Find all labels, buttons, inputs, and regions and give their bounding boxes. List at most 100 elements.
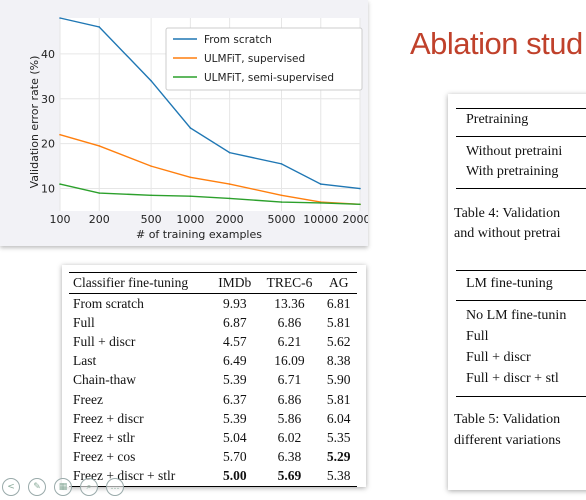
pretraining-row: With pretraining — [466, 164, 559, 179]
x-tick-label: 20000 — [343, 213, 369, 226]
x-axis-label: # of training examples — [136, 228, 262, 241]
table-row: Full + discr 4.57 6.21 5.62 — [69, 332, 357, 351]
y-tick-label: 40 — [41, 48, 55, 61]
y-tick-label: 20 — [41, 138, 55, 151]
cell-ag: 5.35 — [326, 429, 351, 445]
series-point — [189, 195, 192, 197]
cell-method: Full + discr — [73, 333, 136, 349]
x-tick-label: 1000 — [176, 213, 204, 226]
column-header-imdb: IMDb — [211, 272, 259, 294]
cell-method: Freez — [73, 391, 103, 407]
series-point — [280, 194, 283, 197]
pretraining-header: Pretraining — [466, 112, 529, 127]
zoom-button[interactable]: ⌕ — [80, 478, 98, 496]
x-tick-label: 500 — [141, 213, 162, 226]
cell-trec6: 13.36 — [274, 295, 305, 311]
cell-trec6: 6.86 — [277, 314, 302, 330]
more-options-button[interactable]: … — [106, 478, 124, 496]
classifier-finetuning-table: Classifier fine-tuning IMDb TREC-6 AG Fr… — [69, 272, 357, 487]
cell-method: Freez + stlr — [73, 429, 135, 445]
series-point — [98, 192, 101, 194]
cell-method: Freez + discr — [73, 410, 144, 426]
series-point — [150, 80, 152, 82]
cell-method: Freez + cos — [73, 449, 136, 465]
cell-ag: 5.38 — [320, 466, 357, 487]
x-tick-label: 200 — [89, 213, 110, 226]
y-axis-label: Validation error rate (%) — [28, 56, 41, 189]
series-line — [59, 183, 361, 205]
cell-method: Full — [73, 314, 95, 330]
table5-caption-line1: Table 5: Validation — [454, 412, 561, 427]
series-point — [150, 194, 152, 197]
table-row: From scratch 9.93 13.36 6.81 — [69, 294, 357, 314]
series-point — [319, 183, 322, 185]
series-point — [359, 187, 361, 190]
table-rule — [456, 188, 586, 189]
table-row: Freez + cos 5.70 6.38 5.29 — [69, 448, 357, 467]
table-row: Freez + discr 5.39 5.86 6.04 — [69, 409, 357, 428]
lm-finetuning-row: Full + discr — [466, 350, 531, 365]
x-tick-label: 100 — [50, 213, 71, 226]
chart-svg: 100200500100020005000100002000010203040 … — [28, 17, 369, 241]
table4-caption-line1: Table 4: Validation — [454, 206, 561, 221]
legend-label: From scratch — [204, 34, 272, 46]
x-tick-label: 2000 — [216, 213, 244, 226]
prev-slide-button[interactable]: < — [2, 478, 20, 496]
lm-finetuning-header: LM fine-tuning — [466, 276, 553, 291]
cell-trec6: 5.86 — [277, 410, 302, 426]
validation-error-chart: 100200500100020005000100002000010203040 … — [0, 0, 368, 246]
table-row: Chain-thaw 5.39 6.71 5.90 — [69, 371, 357, 390]
table-row: Full 6.87 6.86 5.81 — [69, 313, 357, 332]
cell-method: Last — [73, 353, 97, 369]
table-rule — [456, 270, 586, 271]
slide-title: Ablation stud — [410, 26, 583, 61]
table-row: Freez + stlr 5.04 6.02 5.35 — [69, 428, 357, 447]
cell-trec6: 6.02 — [277, 429, 302, 445]
cell-ag: 5.81 — [326, 391, 351, 407]
cell-imdb: 5.04 — [222, 429, 247, 445]
lm-finetuning-row: Full — [466, 329, 489, 344]
cell-imdb: 4.57 — [222, 333, 247, 349]
series-point — [280, 201, 283, 203]
series-point — [59, 17, 61, 19]
chart-legend: From scratch ULMFiT, supervised ULMFiT, se… — [165, 27, 363, 91]
cell-ag: 5.29 — [326, 449, 351, 465]
cell-imdb: 6.87 — [222, 314, 247, 330]
classifier-finetuning-table-card: Classifier fine-tuning IMDb TREC-6 AG Fr… — [62, 265, 366, 487]
table-header-row: Classifier fine-tuning IMDb TREC-6 AG — [69, 272, 357, 294]
table-row: Freez + discr + stlr 5.00 5.69 5.38 — [69, 466, 357, 487]
slides-grid-button[interactable]: ▦ — [54, 478, 72, 496]
y-tick-label: 10 — [41, 183, 55, 196]
series-point — [59, 183, 61, 185]
column-header-method: Classifier fine-tuning — [69, 272, 212, 294]
legend-label: ULMFiT, semi-supervised — [204, 72, 334, 84]
cell-method: From scratch — [73, 295, 144, 311]
pretraining-row: Without pretraini — [466, 144, 563, 159]
cell-method: Chain-thaw — [73, 372, 136, 388]
series-point — [189, 127, 192, 129]
cell-trec6: 6.38 — [277, 449, 302, 465]
lm-finetuning-row: Full + discr + stl — [466, 371, 559, 386]
series-point — [319, 202, 322, 204]
x-tick-label: 10000 — [303, 213, 338, 226]
table-row: Last 6.49 16.09 8.38 — [69, 352, 357, 371]
table-row: Freez 6.37 6.86 5.81 — [69, 390, 357, 409]
cell-ag: 6.81 — [326, 295, 351, 311]
lm-finetuning-row: No LM fine-tunin — [466, 308, 567, 323]
series-line — [59, 134, 361, 205]
legend-label: ULMFiT, supervised — [204, 53, 305, 65]
cell-ag: 5.90 — [326, 372, 351, 388]
pen-tool-button[interactable]: ✎ — [28, 478, 46, 496]
column-header-ag: AG — [320, 272, 357, 294]
series-point — [228, 183, 231, 185]
cell-trec6: 6.71 — [277, 372, 302, 388]
cell-ag: 6.04 — [326, 410, 351, 426]
cell-trec6: 6.21 — [277, 333, 302, 349]
cell-trec6: 6.86 — [277, 391, 302, 407]
cell-trec6: 5.69 — [258, 466, 321, 487]
series-point — [228, 197, 231, 200]
x-tick-label: 5000 — [268, 213, 296, 226]
series-point — [98, 145, 101, 147]
cell-method: Freez + discr + stlr — [69, 466, 212, 487]
cell-imdb: 5.39 — [222, 410, 247, 426]
